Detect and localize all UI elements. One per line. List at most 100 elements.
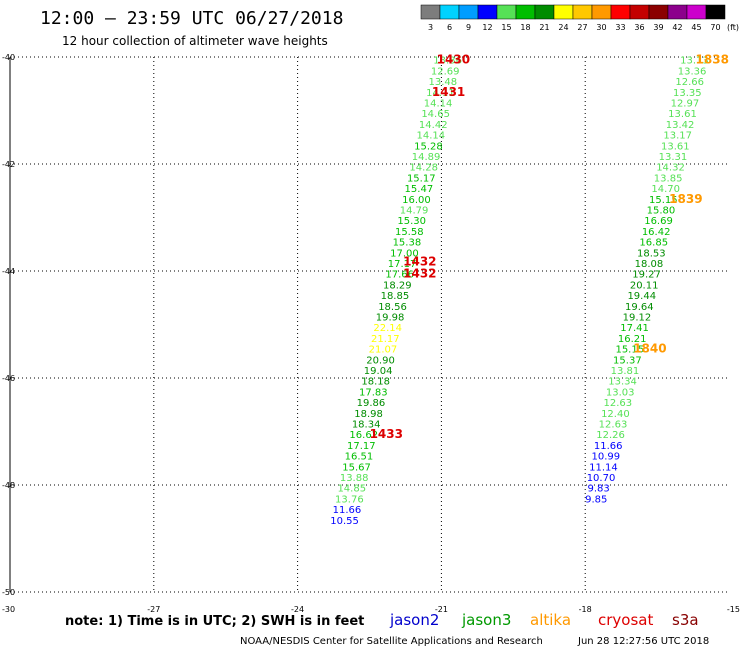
colorbar-label: 33: [615, 23, 625, 32]
wave-height-label: 13.61: [661, 141, 690, 152]
wave-height-label: 11.66: [594, 441, 623, 452]
x-tick-label: -24: [291, 605, 304, 614]
wave-height-label: 17.41: [620, 323, 649, 334]
wave-height-label: 21.17: [371, 334, 400, 345]
wave-height-label: 19.64: [625, 302, 654, 313]
wave-height-label: 16.21: [618, 334, 647, 345]
legend-cryosat: cryosat: [598, 611, 653, 629]
y-tick-label: -44: [2, 267, 15, 276]
wave-height-label: 12.63: [603, 398, 632, 409]
x-tick-label: -18: [579, 605, 592, 614]
wave-height-label: 17.83: [359, 387, 388, 398]
wave-height-label: 15.47: [405, 184, 434, 195]
footer-timestamp: Jun 28 12:27:56 UTC 2018: [577, 636, 709, 647]
colorbar-label: 12: [482, 23, 492, 32]
wave-height-label: 17.00: [390, 248, 419, 259]
colorbar-swatch: [591, 4, 612, 20]
wave-height-label: 19.44: [627, 291, 656, 302]
colorbar-label: 21: [539, 23, 549, 32]
chart-title: 12:00 – 23:59 UTC 06/27/2018: [40, 8, 343, 29]
wave-height-label: 13.36: [433, 56, 462, 67]
wave-height-label: 12.26: [596, 430, 625, 441]
wave-height-label: 14.14: [417, 131, 446, 142]
wave-height-label: 19.12: [623, 312, 652, 323]
wave-height-label: 15.67: [342, 462, 371, 473]
colorbar-swatch: [439, 4, 460, 20]
wave-height-label: 10.70: [587, 473, 616, 484]
pass-time-label: 1431: [432, 85, 465, 99]
pass-time-label: 1840: [633, 342, 666, 356]
wave-height-label: 11.66: [333, 505, 362, 516]
wave-height-label: 14.11: [426, 88, 455, 99]
x-tick-label: -27: [147, 605, 160, 614]
wave-height-label: 14.65: [421, 109, 450, 120]
wave-height-label: 18.53: [637, 248, 666, 259]
legend-altika: altika: [530, 611, 571, 629]
colorbar-swatch: [667, 4, 688, 20]
wave-height-label: 18.18: [361, 377, 390, 388]
colorbar-unit: (ft): [727, 23, 739, 32]
wave-height-label: 15.15: [615, 345, 644, 356]
colorbar-label: 15: [501, 23, 511, 32]
wave-height-label: 13.17: [663, 131, 692, 142]
colorbar-label: 30: [596, 23, 606, 32]
wave-height-label: 13.35: [673, 88, 702, 99]
x-tick-label: -15: [727, 605, 740, 614]
wave-height-label: 18.98: [354, 409, 383, 420]
colorbar-swatch: [458, 4, 479, 20]
colorbar-label: 27: [577, 23, 587, 32]
wave-height-label: 14.89: [412, 152, 441, 163]
colorbar-swatch: [648, 4, 669, 20]
wave-height-label: 20.90: [366, 355, 395, 366]
colorbar-label: 9: [466, 23, 471, 32]
wave-height-label: 22.14: [373, 323, 402, 334]
pass-time-label: 1433: [370, 427, 403, 441]
colorbar-swatch: [705, 4, 726, 20]
colorbar-label: 24: [558, 23, 568, 32]
wave-height-label: 19.04: [364, 366, 393, 377]
wave-height-label: 15.38: [393, 238, 422, 249]
wave-height-label: 12.69: [431, 66, 460, 77]
colorbar-swatch: [629, 4, 650, 20]
colorbar-label: 6: [447, 23, 452, 32]
wave-height-label: 12.40: [601, 409, 630, 420]
colorbar-label: 39: [653, 23, 663, 32]
colorbar-label: 70: [710, 23, 720, 32]
wave-height-label: 18.29: [383, 280, 412, 291]
y-tick-label: -40: [2, 53, 15, 62]
wave-height-label: 15.58: [395, 227, 424, 238]
wave-height-label: 19.27: [632, 270, 661, 281]
wave-height-label: 14.28: [409, 163, 438, 174]
wave-height-label: 20.11: [630, 280, 659, 291]
colorbar-swatch: [515, 4, 536, 20]
wave-height-label: 13.42: [666, 120, 695, 131]
wave-height-label: 13.81: [611, 366, 640, 377]
wave-height-label: 18.56: [378, 302, 407, 313]
y-tick-label: -48: [2, 481, 15, 490]
wave-height-label: 13.34: [608, 377, 637, 388]
pass-time-label: 1432: [403, 254, 436, 268]
colorbar-swatch: [686, 4, 707, 20]
wave-height-label: 13.48: [429, 77, 458, 88]
wave-height-label: 14.70: [651, 184, 680, 195]
y-tick-label: -46: [2, 374, 15, 383]
wave-height-label: 16.85: [639, 238, 668, 249]
legend-jason3: jason3: [461, 611, 511, 629]
colorbar-swatch: [534, 4, 555, 20]
wave-height-label: 15.80: [647, 205, 676, 216]
pass-time-label: 1430: [437, 53, 470, 67]
wave-height-label: 21.07: [369, 345, 398, 356]
wave-height-label: 16.51: [345, 452, 374, 463]
wave-height-label: 13.61: [668, 109, 697, 120]
wave-height-label: 18.85: [381, 291, 410, 302]
pass-time-label: 1838: [696, 53, 729, 67]
wave-height-label: 13.03: [606, 387, 635, 398]
wave-height-label: 11.14: [589, 462, 618, 473]
wave-height-label: 17.66: [385, 270, 414, 281]
colorbar-swatch: [477, 4, 498, 20]
colorbar-swatch: [553, 4, 574, 20]
wave-height-label: 14.42: [419, 120, 448, 131]
colorbar-swatch: [420, 4, 441, 20]
wave-height-label: 17.17: [388, 259, 417, 270]
